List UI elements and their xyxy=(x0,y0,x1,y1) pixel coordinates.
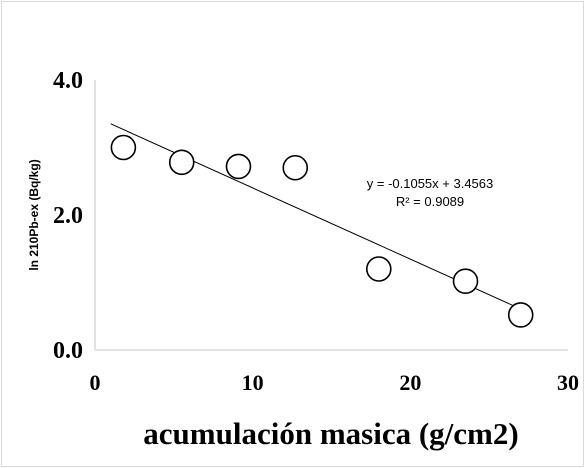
data-point xyxy=(507,302,534,328)
x-tick-label: 20 xyxy=(399,370,421,395)
y-tick-label: 0.0 xyxy=(53,338,83,364)
data-point xyxy=(168,149,195,176)
y-tick-label: 4.0 xyxy=(53,68,83,94)
data-point xyxy=(225,153,252,180)
x-axis-label: acumulación masica (g/cm2) xyxy=(143,416,518,451)
x-tick-labels: 0 10 20 30 xyxy=(90,370,580,395)
axes xyxy=(94,80,568,351)
data-point xyxy=(365,256,392,282)
y-tick-label: 2.0 xyxy=(53,203,83,229)
trendline-equation: y = -0.1055x + 3.4563 xyxy=(367,176,493,191)
data-point xyxy=(452,268,479,294)
x-tick-label: 10 xyxy=(242,370,264,395)
x-tick-label: 0 xyxy=(90,370,101,395)
data-point xyxy=(282,154,309,181)
trendline-r-squared: R² = 0.9089 xyxy=(396,194,464,209)
x-tick-label: 30 xyxy=(557,370,579,395)
y-tick-labels: 0.0 2.0 4.0 xyxy=(53,68,83,364)
data-points xyxy=(110,134,534,328)
data-point xyxy=(110,134,137,161)
y-axis-label: ln 210Pb-ex (Bq/kg) xyxy=(27,159,41,270)
